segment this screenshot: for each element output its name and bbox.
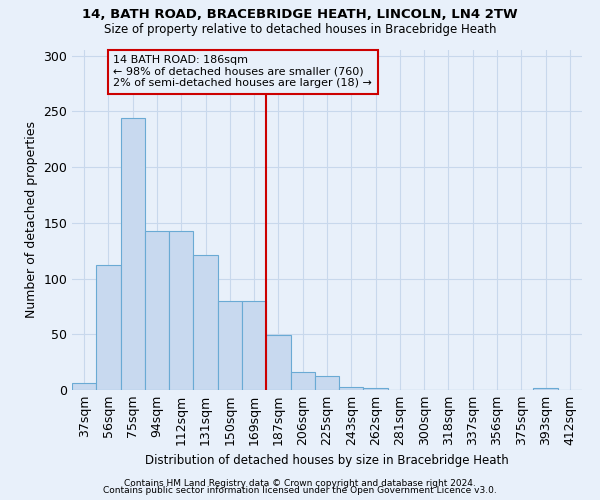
Bar (266, 336, 290, 390)
Bar (339, 386, 364, 390)
Bar (96, 265, 121, 390)
Bar (242, 301, 266, 390)
Text: 14, BATH ROAD, BRACEBRIDGE HEATH, LINCOLN, LN4 2TW: 14, BATH ROAD, BRACEBRIDGE HEATH, LINCOL… (82, 8, 518, 20)
Text: Contains public sector information licensed under the Open Government Licence v3: Contains public sector information licen… (103, 486, 497, 495)
X-axis label: Distribution of detached houses by size in Bracebridge Heath: Distribution of detached houses by size … (145, 454, 509, 466)
Bar (121, 118, 145, 390)
Bar (218, 301, 242, 390)
Bar (72, 384, 96, 390)
Text: Size of property relative to detached houses in Bracebridge Heath: Size of property relative to detached ho… (104, 22, 496, 36)
Bar (145, 230, 169, 390)
Bar (364, 388, 388, 390)
Text: 14 BATH ROAD: 186sqm
← 98% of detached houses are smaller (760)
2% of semi-detac: 14 BATH ROAD: 186sqm ← 98% of detached h… (113, 55, 372, 88)
Bar (193, 255, 218, 390)
Bar (315, 376, 339, 390)
Y-axis label: Number of detached properties: Number of detached properties (25, 122, 38, 318)
Bar (290, 372, 315, 390)
Text: Contains HM Land Registry data © Crown copyright and database right 2024.: Contains HM Land Registry data © Crown c… (124, 478, 476, 488)
Bar (533, 388, 558, 390)
Bar (169, 230, 193, 390)
